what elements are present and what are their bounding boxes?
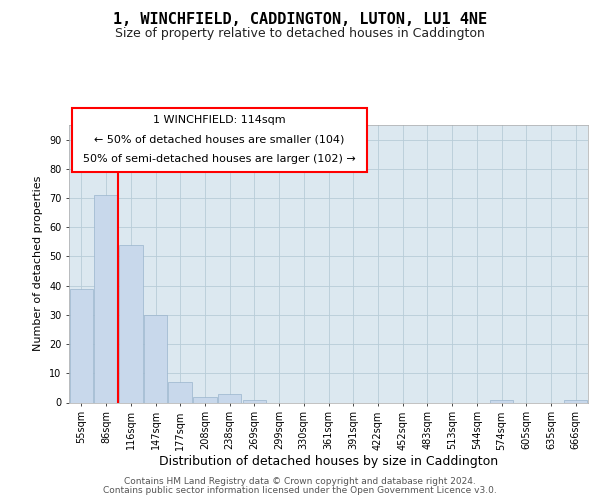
- Y-axis label: Number of detached properties: Number of detached properties: [34, 176, 43, 352]
- Text: 1, WINCHFIELD, CADDINGTON, LUTON, LU1 4NE: 1, WINCHFIELD, CADDINGTON, LUTON, LU1 4N…: [113, 12, 487, 28]
- FancyBboxPatch shape: [71, 108, 367, 172]
- Text: Contains public sector information licensed under the Open Government Licence v3: Contains public sector information licen…: [103, 486, 497, 495]
- Text: 1 WINCHFIELD: 114sqm: 1 WINCHFIELD: 114sqm: [153, 115, 286, 125]
- Text: 50% of semi-detached houses are larger (102) →: 50% of semi-detached houses are larger (…: [83, 154, 356, 164]
- Bar: [94, 195, 118, 402]
- Bar: [70, 288, 93, 403]
- Text: Size of property relative to detached houses in Caddington: Size of property relative to detached ho…: [115, 28, 485, 40]
- Bar: [490, 400, 513, 402]
- Text: Contains HM Land Registry data © Crown copyright and database right 2024.: Contains HM Land Registry data © Crown c…: [124, 477, 476, 486]
- Bar: [169, 382, 192, 402]
- Bar: [119, 245, 143, 402]
- Bar: [218, 394, 241, 402]
- Bar: [564, 400, 587, 402]
- Bar: [242, 400, 266, 402]
- Text: ← 50% of detached houses are smaller (104): ← 50% of detached houses are smaller (10…: [94, 134, 344, 144]
- Bar: [193, 396, 217, 402]
- X-axis label: Distribution of detached houses by size in Caddington: Distribution of detached houses by size …: [159, 455, 498, 468]
- Bar: [144, 315, 167, 402]
